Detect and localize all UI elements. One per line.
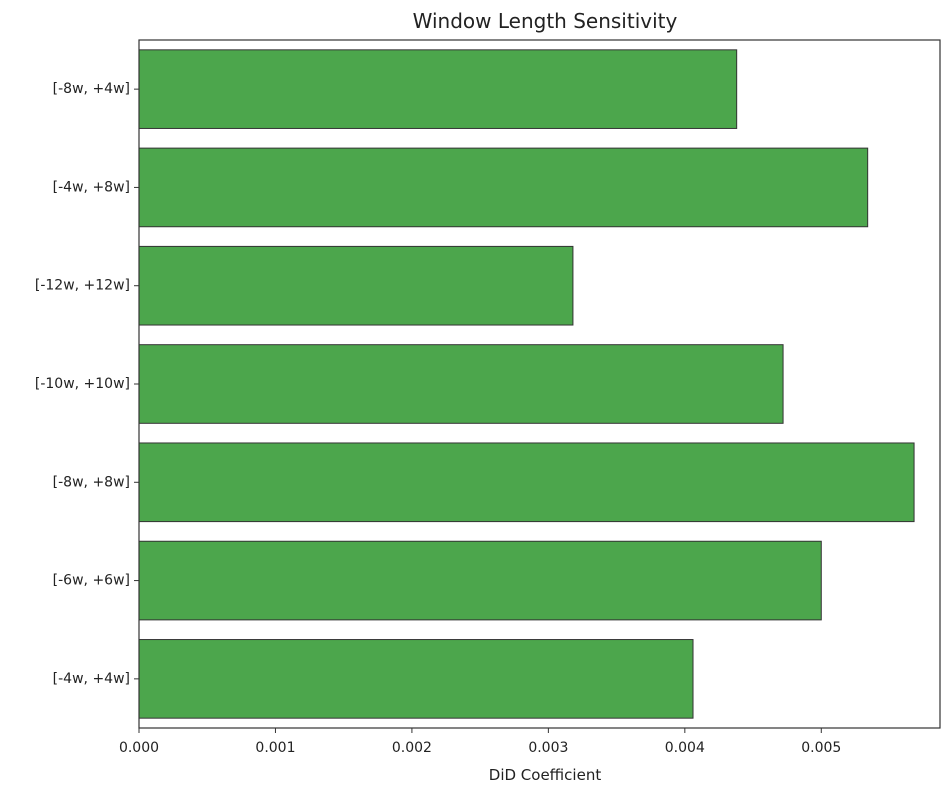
y-tick-label-5: [-6w, +6w]: [53, 573, 130, 589]
bar-3: [138, 344, 784, 424]
y-axis-ticks: [-8w, +4w] [-4w, +8w] [-12w, +12w] [-10w, +…: [35, 81, 139, 687]
y-tick-label-4: [-8w, +8w]: [53, 474, 130, 490]
y-tick-label-1: [-4w, +8w]: [53, 179, 130, 195]
y-tick-label-3: [-10w, +10w]: [35, 376, 130, 392]
x-tick-label-0: 0.000: [119, 740, 159, 756]
bar-4: [138, 442, 915, 523]
plot-frame: [138, 39, 941, 729]
bar-2: [138, 245, 574, 326]
bar-5: [138, 540, 822, 621]
bar-1: [138, 147, 869, 228]
x-axis-ticks: 0.000 0.001 0.002 0.003 0.004 0.005: [119, 728, 841, 756]
x-tick-label-4: 0.004: [665, 740, 705, 756]
bar-0: [138, 49, 738, 129]
x-tick-label-3: 0.003: [528, 740, 568, 756]
x-tick-label-1: 0.001: [255, 740, 295, 756]
y-tick-label-6: [-4w, +4w]: [53, 671, 130, 687]
y-tick-label-2: [-12w, +12w]: [35, 278, 130, 294]
x-tick-label-5: 0.005: [801, 740, 841, 756]
chart-title: Window Length Sensitivity: [413, 9, 678, 33]
x-tick-label-2: 0.002: [392, 740, 432, 756]
y-tick-label-0: [-8w, +4w]: [53, 81, 130, 97]
bar-6: [138, 639, 694, 719]
x-axis-label: DiD Coefficient: [489, 766, 602, 784]
bars-group: [138, 49, 915, 719]
